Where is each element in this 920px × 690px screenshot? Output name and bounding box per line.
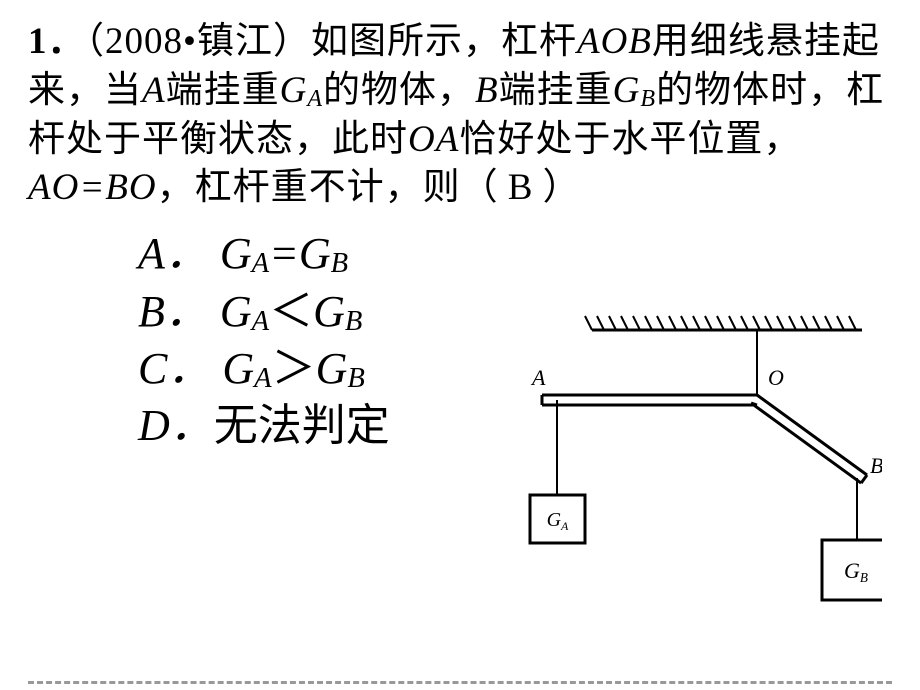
opt-c-lg: G — [222, 344, 254, 393]
opt-b-op: ＜ — [269, 287, 313, 336]
opt-c-label: C． — [138, 344, 211, 393]
q-GA-G: G — [280, 70, 308, 111]
opt-a-op: = — [269, 229, 299, 278]
opt-b-ls: A — [252, 306, 269, 337]
svg-text:GB: GB — [844, 558, 868, 585]
src-city: 镇江 — [197, 21, 273, 62]
src-close: ） — [273, 21, 311, 62]
q-t5: 端挂重 — [499, 70, 613, 111]
svg-text:A: A — [530, 365, 546, 390]
q-t1: 如图所示，杠杆 — [311, 21, 577, 62]
opt-c-rg: G — [316, 344, 348, 393]
opt-b-lg: G — [220, 287, 252, 336]
opt-a-label: A． — [138, 229, 209, 278]
q-GA-sub: A — [307, 86, 323, 112]
src-dot: • — [183, 21, 197, 62]
opt-a-rg: G — [299, 229, 331, 278]
q-lever: AOB — [577, 21, 652, 62]
option-a: A． GA=GB — [138, 225, 892, 282]
opt-b-rs: B — [345, 306, 362, 337]
src-open: （ — [86, 21, 106, 62]
question-number: 1． — [28, 21, 86, 62]
svg-text:O: O — [768, 365, 784, 390]
opt-b-label: B． — [138, 287, 209, 336]
page-divider — [28, 681, 892, 684]
q-eqs: = — [79, 167, 105, 208]
svg-text:GA: GA — [547, 509, 569, 533]
lever-diagram: GA GB A O B — [502, 300, 882, 640]
q-t4: 的物体， — [323, 70, 475, 111]
q-AO: AO — [28, 167, 79, 208]
opt-c-ls: A — [254, 363, 271, 394]
q-A: A — [142, 70, 166, 111]
q-Bend: B — [475, 70, 499, 111]
q-GB-G: G — [613, 70, 641, 111]
q-t7: 恰好处于水平位置， — [459, 119, 801, 160]
opt-b-rg: G — [313, 287, 345, 336]
q-BO: BO — [105, 167, 156, 208]
svg-text:B: B — [870, 453, 882, 478]
opt-d-text: 无法判定 — [214, 401, 390, 450]
q-t9: ） — [543, 167, 581, 208]
opt-d-label: D． — [138, 401, 214, 450]
q-GB-sub: B — [640, 86, 656, 112]
answer-blank: B — [499, 164, 543, 213]
q-t3: 端挂重 — [166, 70, 280, 111]
opt-a-lg: G — [220, 229, 252, 278]
q-t8: ，杠杆重不计，则（ — [157, 167, 499, 208]
opt-c-rs: B — [347, 363, 364, 394]
opt-c-op: ＞ — [272, 344, 316, 393]
src-year: 2008 — [105, 21, 183, 62]
opt-a-rs: B — [331, 248, 348, 279]
q-OA: OA — [408, 119, 459, 160]
question-text: 1．（2008•镇江）如图所示，杠杆AOB用细线悬挂起来，当A端挂重GA的物体，… — [28, 18, 892, 213]
opt-a-ls: A — [252, 248, 269, 279]
